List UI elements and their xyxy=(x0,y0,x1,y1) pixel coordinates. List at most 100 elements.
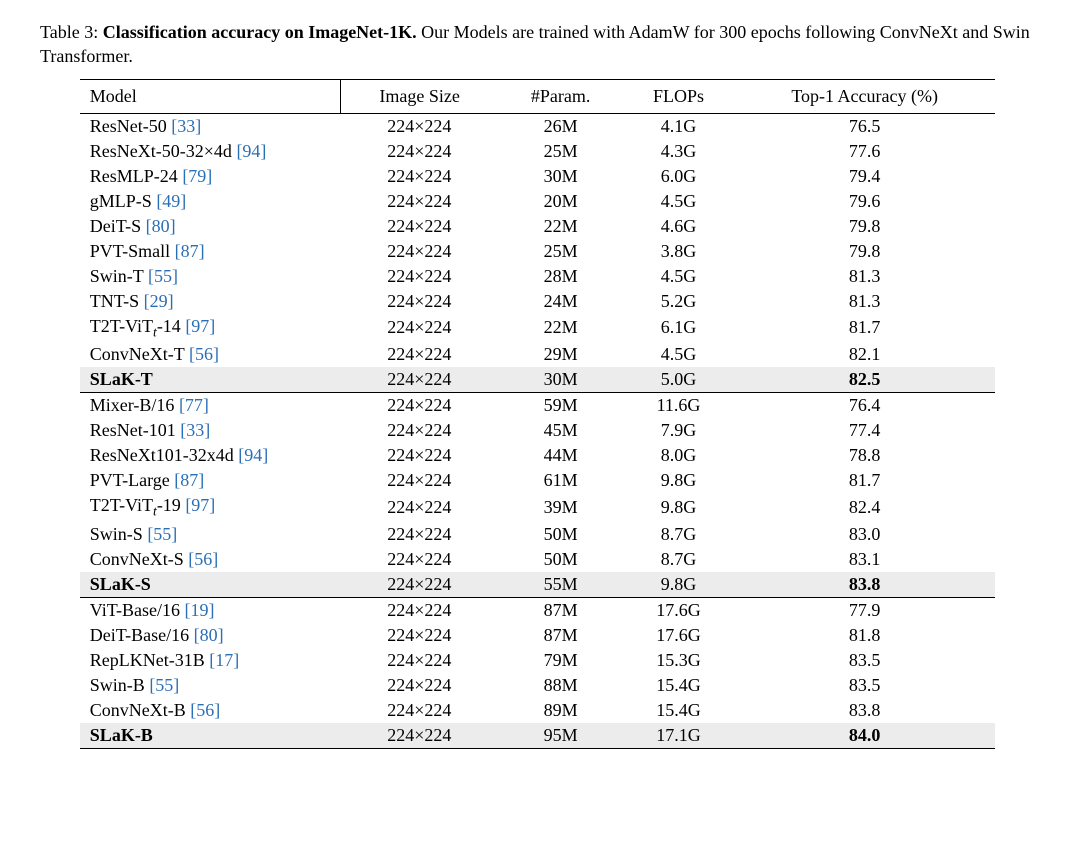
model-name: ResNeXt101-32x4d xyxy=(90,445,234,465)
model-name: ViT-Base/16 xyxy=(90,600,180,620)
model-suffix: -19 xyxy=(157,495,181,515)
col-image-size: Image Size xyxy=(340,79,498,113)
table-row: Mixer-B/16 [77]224×22459M11.6G76.4 xyxy=(80,393,995,419)
flops-cell: 9.8G xyxy=(623,493,734,522)
table-row: SLaK-S224×22455M9.8G83.8 xyxy=(80,572,995,598)
param-cell: 28M xyxy=(498,264,622,289)
citation-link[interactable]: [80] xyxy=(146,216,176,236)
citation-link[interactable]: [77] xyxy=(179,395,209,415)
model-name: TNT-S xyxy=(90,291,139,311)
citation-link[interactable]: [56] xyxy=(188,549,218,569)
citation-link[interactable]: [55] xyxy=(148,266,178,286)
param-cell: 59M xyxy=(498,393,622,419)
model-name: ResNeXt-50-32×4d xyxy=(90,141,232,161)
table-row: Swin-T [55]224×22428M4.5G81.3 xyxy=(80,264,995,289)
model-cell: ConvNeXt-B [56] xyxy=(80,698,341,723)
model-name: SLaK-S xyxy=(90,574,151,594)
table-row: Swin-B [55]224×22488M15.4G83.5 xyxy=(80,673,995,698)
table-row: SLaK-B224×22495M17.1G84.0 xyxy=(80,723,995,749)
model-cell: Swin-T [55] xyxy=(80,264,341,289)
flops-cell: 15.4G xyxy=(623,673,734,698)
citation-link[interactable]: [55] xyxy=(147,524,177,544)
flops-cell: 3.8G xyxy=(623,239,734,264)
table-caption: Table 3: Classification accuracy on Imag… xyxy=(40,20,1035,69)
citation-link[interactable]: [94] xyxy=(236,141,266,161)
model-cell: TNT-S [29] xyxy=(80,289,341,314)
accuracy-cell: 76.5 xyxy=(734,113,995,139)
image-size-cell: 224×224 xyxy=(340,314,498,343)
model-name: ConvNeXt-B xyxy=(90,700,186,720)
model-name: ResNet-101 xyxy=(90,420,176,440)
model-name: ResNet-50 xyxy=(90,116,167,136)
model-cell: SLaK-B xyxy=(80,723,341,749)
param-cell: 45M xyxy=(498,418,622,443)
model-name: PVT-Large xyxy=(90,470,170,490)
model-cell: ResMLP-24 [79] xyxy=(80,164,341,189)
model-suffix: -14 xyxy=(157,316,181,336)
citation-link[interactable]: [97] xyxy=(185,316,215,336)
citation-link[interactable]: [56] xyxy=(189,344,219,364)
flops-cell: 8.0G xyxy=(623,443,734,468)
param-cell: 50M xyxy=(498,522,622,547)
table-row: ResNeXt101-32x4d [94]224×22444M8.0G78.8 xyxy=(80,443,995,468)
image-size-cell: 224×224 xyxy=(340,139,498,164)
citation-link[interactable]: [79] xyxy=(182,166,212,186)
table-row: ViT-Base/16 [19] 224×22487M17.6G77.9 xyxy=(80,597,995,623)
accuracy-cell: 83.0 xyxy=(734,522,995,547)
flops-cell: 17.6G xyxy=(623,597,734,623)
model-name: Swin-S xyxy=(90,524,143,544)
accuracy-cell: 79.6 xyxy=(734,189,995,214)
image-size-cell: 224×224 xyxy=(340,623,498,648)
citation-link[interactable]: [80] xyxy=(194,625,224,645)
image-size-cell: 224×224 xyxy=(340,113,498,139)
model-cell: SLaK-T xyxy=(80,367,341,393)
table-row: SLaK-T224×22430M5.0G82.5 xyxy=(80,367,995,393)
col-flops: FLOPs xyxy=(623,79,734,113)
citation-link[interactable]: [55] xyxy=(149,675,179,695)
flops-cell: 5.2G xyxy=(623,289,734,314)
citation-link[interactable]: [94] xyxy=(238,445,268,465)
model-cell: ResNet-101 [33] xyxy=(80,418,341,443)
citation-link[interactable]: [33] xyxy=(171,116,201,136)
accuracy-cell: 77.9 xyxy=(734,597,995,623)
image-size-cell: 224×224 xyxy=(340,289,498,314)
accuracy-cell: 81.7 xyxy=(734,314,995,343)
image-size-cell: 224×224 xyxy=(340,418,498,443)
model-name: ConvNeXt-T xyxy=(90,344,185,364)
citation-link[interactable]: [87] xyxy=(175,241,205,261)
accuracy-cell: 81.7 xyxy=(734,468,995,493)
citation-link[interactable]: [29] xyxy=(144,291,174,311)
flops-cell: 9.8G xyxy=(623,468,734,493)
accuracy-cell: 76.4 xyxy=(734,393,995,419)
param-cell: 87M xyxy=(498,597,622,623)
param-cell: 26M xyxy=(498,113,622,139)
model-cell: ResNet-50 [33] xyxy=(80,113,341,139)
image-size-cell: 224×224 xyxy=(340,264,498,289)
flops-cell: 4.5G xyxy=(623,342,734,367)
citation-link[interactable]: [87] xyxy=(174,470,204,490)
accuracy-cell: 83.1 xyxy=(734,547,995,572)
citation-link[interactable]: [17] xyxy=(209,650,239,670)
flops-cell: 8.7G xyxy=(623,522,734,547)
accuracy-cell: 79.8 xyxy=(734,214,995,239)
citation-link[interactable]: [97] xyxy=(185,495,215,515)
citation-link[interactable]: [49] xyxy=(156,191,186,211)
model-cell: ResNeXt-50-32×4d [94] xyxy=(80,139,341,164)
citation-link[interactable]: [33] xyxy=(180,420,210,440)
model-cell: ConvNeXt-S [56] xyxy=(80,547,341,572)
image-size-cell: 224×224 xyxy=(340,597,498,623)
flops-cell: 9.8G xyxy=(623,572,734,598)
accuracy-cell: 81.8 xyxy=(734,623,995,648)
table-row: TNT-S [29]224×22424M5.2G81.3 xyxy=(80,289,995,314)
accuracy-cell: 82.5 xyxy=(734,367,995,393)
citation-link[interactable]: [56] xyxy=(190,700,220,720)
param-cell: 25M xyxy=(498,239,622,264)
image-size-cell: 224×224 xyxy=(340,648,498,673)
table-label: Table 3: xyxy=(40,22,98,42)
citation-link[interactable]: [19] xyxy=(185,600,215,620)
col-param: #Param. xyxy=(498,79,622,113)
table-row: ConvNeXt-B [56]224×22489M15.4G83.8 xyxy=(80,698,995,723)
flops-cell: 15.4G xyxy=(623,698,734,723)
accuracy-cell: 83.5 xyxy=(734,673,995,698)
image-size-cell: 224×224 xyxy=(340,239,498,264)
